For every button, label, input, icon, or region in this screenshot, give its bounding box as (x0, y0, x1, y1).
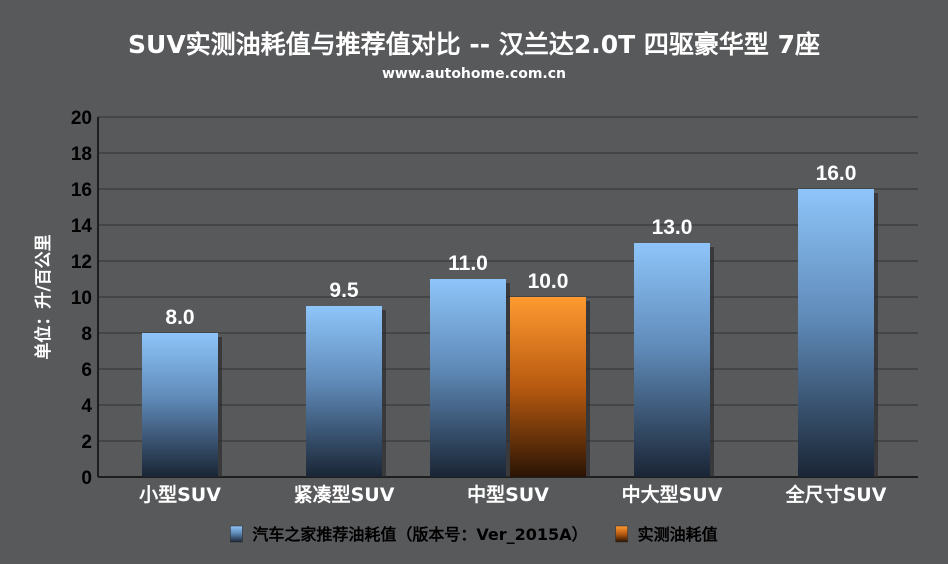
category-labels: 小型SUV 紧凑型SUV 中型SUV 中大型SUV 全尺寸SUV (139, 483, 887, 506)
bar (510, 297, 586, 477)
y-tick-label: 16 (71, 180, 92, 201)
bar (634, 243, 710, 477)
y-tick-label: 8 (81, 324, 92, 345)
y-tick-label: 20 (71, 108, 92, 129)
x-category-label: 小型SUV (139, 483, 221, 506)
data-labels: 8.0 9.5 11.0 10.0 13.0 16.0 (165, 162, 856, 329)
legend-label: 汽车之家推荐油耗值（版本号：Ver_2015A） (252, 525, 587, 544)
legend: 汽车之家推荐油耗值（版本号：Ver_2015A） 实测油耗值 (230, 525, 718, 544)
y-tick-label: 14 (71, 216, 93, 237)
bar (430, 279, 506, 477)
y-tick-label: 2 (81, 432, 92, 453)
bars (142, 189, 878, 477)
chart-subtitle: www.autohome.com.cn (382, 66, 566, 82)
bar (798, 189, 874, 477)
y-tick-label: 18 (71, 144, 92, 165)
bar (306, 306, 382, 477)
x-category-label: 紧凑型SUV (294, 483, 395, 506)
bar-value-label: 8.0 (165, 306, 194, 329)
bar-value-label: 10.0 (528, 270, 569, 293)
chart-title: SUV实测油耗值与推荐值对比 -- 汉兰达2.0T 四驱豪华型 7座 (128, 30, 820, 59)
y-tick-label: 4 (81, 396, 92, 417)
legend-swatch (230, 525, 243, 543)
bar-value-label: 16.0 (816, 162, 857, 185)
y-tick-label: 0 (81, 468, 92, 489)
y-tick-label: 6 (81, 360, 92, 381)
bar (142, 333, 218, 477)
legend-swatch (615, 525, 628, 543)
y-tick-label: 10 (71, 288, 92, 309)
y-tick-label: 12 (71, 252, 92, 273)
x-category-label: 全尺寸SUV (785, 483, 887, 506)
legend-label: 实测油耗值 (638, 525, 718, 544)
x-category-label: 中大型SUV (622, 483, 723, 506)
bar-value-label: 11.0 (448, 252, 488, 275)
x-category-label: 中型SUV (467, 483, 549, 506)
bar-value-label: 13.0 (652, 216, 693, 239)
y-axis-label: 单位：升/百公里 (33, 234, 54, 359)
bar-value-label: 9.5 (329, 279, 359, 302)
